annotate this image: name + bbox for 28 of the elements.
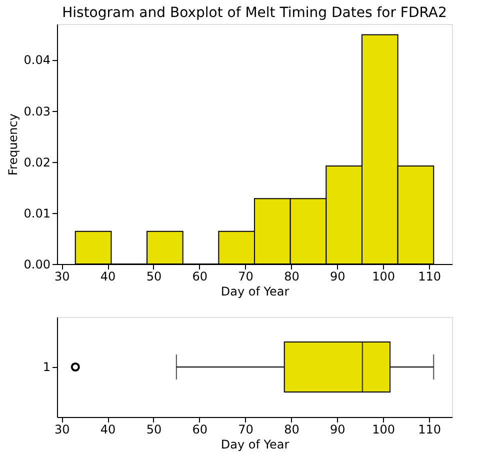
x-tick-label: 90 — [330, 270, 346, 284]
x-tick-label: 40 — [100, 270, 116, 284]
x-tick-label: 30 — [54, 270, 70, 284]
y-tick-label: 1 — [42, 360, 50, 374]
x-tick-label: 90 — [330, 422, 346, 436]
y-tick-label: 0.00 — [24, 258, 50, 272]
x-tick-label: 60 — [192, 270, 208, 284]
x-tick-label: 70 — [238, 422, 254, 436]
x-axis-title: Day of Year — [220, 284, 290, 298]
x-tick-label: 110 — [418, 270, 441, 284]
x-tick-label: 50 — [146, 422, 162, 436]
x-tick-label: 80 — [284, 422, 300, 436]
x-tick-label: 100 — [372, 422, 396, 436]
y-axis-title: Frequency — [6, 114, 20, 176]
y-tick-label: 0.04 — [24, 53, 50, 68]
y-tick-label: 0.01 — [24, 206, 50, 220]
x-axis-title: Day of Year — [220, 438, 290, 452]
x-tick-label: 80 — [284, 270, 300, 284]
x-tick-label: 40 — [100, 422, 116, 436]
x-tick-label: 100 — [372, 270, 396, 284]
x-tick-label: 30 — [54, 422, 70, 436]
x-tick-label: 70 — [238, 270, 254, 284]
x-tick-label: 60 — [192, 422, 208, 436]
y-tick-label: 0.02 — [24, 155, 50, 170]
x-tick-label: 50 — [146, 270, 162, 284]
x-tick-label: 110 — [418, 422, 441, 436]
y-tick-label: 0.03 — [24, 104, 50, 118]
chart-title: Histogram and Boxplot of Melt Timing Dates for FDRA2 — [62, 5, 447, 21]
